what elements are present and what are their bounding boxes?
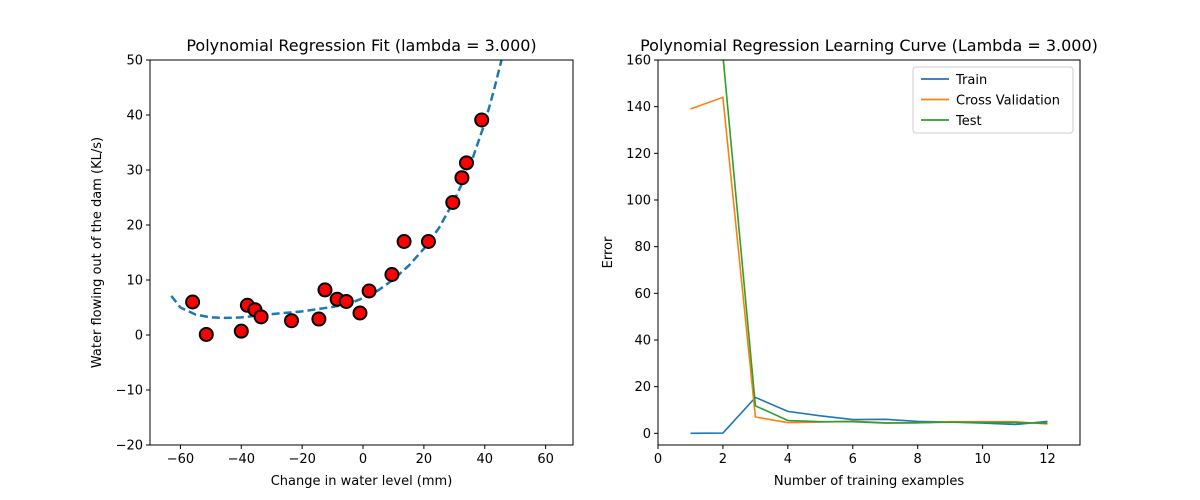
right-x-tick-label: 6	[849, 452, 857, 467]
data-point	[445, 194, 461, 210]
right-x-tick-label: 0	[654, 452, 662, 467]
left-chart-title: Polynomial Regression Fit (lambda = 3.00…	[186, 36, 536, 55]
series-line-train	[690, 396, 1048, 435]
data-point	[454, 170, 470, 186]
left-x-tick-label: −60	[167, 452, 194, 467]
legend: Train Cross Validation Test	[912, 66, 1074, 134]
legend-frame	[912, 66, 1074, 134]
series-lines	[690, 60, 1048, 435]
right-y-tick-label: 100	[626, 194, 651, 209]
right-plot-frame	[657, 59, 1081, 446]
data-point	[338, 293, 354, 309]
right-y-axis-label: Error	[601, 236, 616, 268]
legend-items: Train Cross Validation Test	[921, 73, 1060, 129]
right-x-tick-label: 12	[1039, 452, 1056, 467]
right-y-tick-label: 60	[634, 287, 651, 302]
fit-curve	[170, 60, 503, 320]
legend-label-train: Train	[955, 73, 987, 88]
right-x-tick-label: 2	[719, 452, 727, 467]
left-y-axis-label: Water flowing out of the dam (KL/s)	[90, 137, 105, 368]
data-point	[458, 155, 474, 171]
right-y-tick-label: 40	[634, 334, 651, 349]
left-x-tick-label: −40	[228, 452, 255, 467]
right-y-tick-label: 0	[643, 427, 651, 442]
data-point	[311, 311, 327, 327]
left-chart: Polynomial Regression Fit (lambda = 3.00…	[90, 36, 574, 489]
right-y-tick-label: 80	[634, 240, 651, 255]
right-x-tick-label: 8	[914, 452, 922, 467]
data-point	[384, 267, 400, 282]
left-plot-frame	[149, 59, 574, 446]
data-point	[474, 112, 490, 128]
data-point	[198, 326, 214, 342]
left-x-tick-label: 60	[537, 452, 554, 467]
right-y-tick-label: 20	[634, 380, 651, 395]
legend-label-test: Test	[955, 114, 982, 129]
left-x-tick-label: −20	[288, 452, 315, 467]
left-y-tick-label: 20	[126, 219, 143, 234]
right-y-tick-label: 140	[626, 100, 651, 115]
right-y-tick-label: 120	[626, 147, 651, 162]
left-y-tick-label: −10	[116, 384, 143, 399]
right-y-tick-label: 160	[626, 54, 651, 69]
left-y-tick-label: 30	[126, 164, 143, 179]
data-point	[233, 323, 249, 339]
left-y-tick-label: 0	[135, 329, 143, 344]
data-point	[253, 309, 269, 325]
left-y-tick-label: 40	[126, 109, 143, 124]
right-x-tick-label: 10	[974, 452, 991, 467]
data-point	[361, 283, 377, 299]
left-x-tick-label: 20	[416, 452, 433, 467]
legend-label-cross-validation: Cross Validation	[956, 94, 1060, 109]
data-point	[352, 305, 368, 321]
left-y-tick-label: −20	[116, 439, 143, 454]
data-point	[420, 234, 436, 249]
data-point	[284, 313, 300, 329]
right-chart: Polynomial Regression Learning Curve (La…	[601, 36, 1098, 489]
series-line-test	[722, 60, 1048, 425]
left-x-tick-label: 40	[476, 452, 493, 467]
data-points	[185, 112, 490, 342]
data-point	[317, 282, 333, 298]
right-chart-title: Polynomial Regression Learning Curve (La…	[640, 36, 1098, 55]
left-x-axis-label: Change in water level (mm)	[271, 474, 453, 489]
right-x-axis-label: Number of training examples	[774, 474, 964, 489]
left-y-tick-label: 10	[126, 274, 143, 289]
data-point	[396, 234, 412, 249]
left-x-tick-label: 0	[359, 452, 367, 467]
data-point	[185, 294, 201, 310]
left-ticks: −60 −40 −20 0 20 40 60 −20 −10 0 10 20 30 40 50	[116, 54, 554, 468]
left-y-tick-label: 50	[126, 54, 143, 69]
right-x-tick-label: 4	[784, 452, 792, 467]
series-line-cross-validation	[690, 96, 1048, 425]
